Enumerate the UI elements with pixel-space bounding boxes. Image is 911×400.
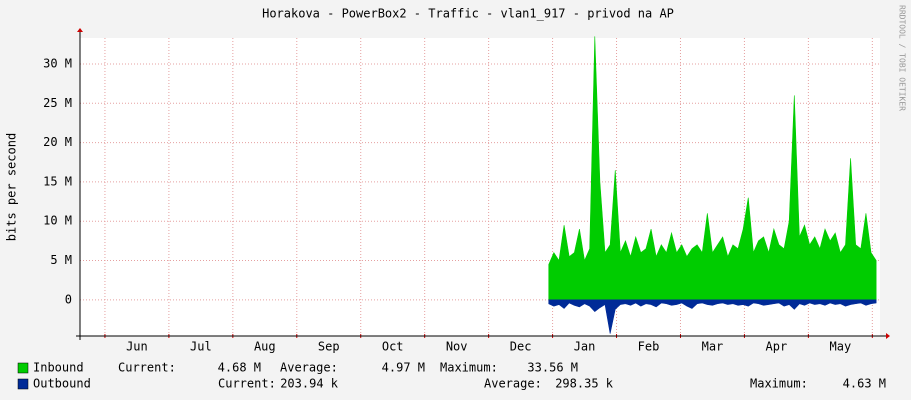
legend-stat: Current:: [118, 361, 176, 375]
x-tick-label: Aug: [254, 340, 276, 354]
y-axis-label: bits per second: [5, 133, 19, 241]
y-tick-label: 0: [65, 292, 72, 306]
x-tick-label: Jul: [190, 340, 212, 354]
x-tick-label: Feb: [638, 340, 660, 354]
area: [548, 36, 877, 301]
x-tick-label: May: [830, 340, 852, 354]
y-tick-label: 25 M: [43, 96, 72, 110]
watermark: RRDTOOL / TOBI OETIKER: [898, 5, 907, 111]
x-tick-label: Mar: [702, 340, 724, 354]
legend-stat: Maximum:: [440, 361, 498, 375]
area: [548, 299, 877, 334]
x-tick-label: Dec: [510, 340, 532, 354]
y-axis-arrow: [77, 28, 83, 32]
x-tick-label: Jun: [126, 340, 148, 354]
y-tick-label: 5 M: [50, 253, 72, 267]
y-tick-label: 15 M: [43, 174, 72, 188]
x-tick-label: Sep: [318, 340, 340, 354]
legend-stat: Average:: [280, 361, 338, 375]
legend-stat: 203.94 k: [280, 377, 339, 391]
x-tick-label: Oct: [382, 340, 404, 354]
legend-label: Outbound: [33, 377, 91, 391]
y-tick-label: 10 M: [43, 214, 72, 228]
legend-stat: 4.97 M: [382, 361, 425, 375]
x-tick-label: Apr: [766, 340, 788, 354]
legend-label: Inbound: [33, 361, 84, 375]
legend-stat: Average:: [484, 377, 542, 391]
legend-swatch: [17, 362, 29, 374]
chart-title: Horakova - PowerBox2 - Traffic - vlan1_9…: [262, 7, 674, 21]
legend-stat: 4.68 M: [218, 361, 261, 375]
y-tick-label: 20 M: [43, 135, 72, 149]
legend-stat: 298.35 k: [555, 377, 614, 391]
legend-stat: 33.56 M: [527, 361, 578, 375]
legend-stat: Current:: [218, 377, 276, 391]
legend-swatch: [17, 378, 29, 390]
x-axis-arrow: [886, 333, 890, 339]
x-tick-label: Jan: [574, 340, 596, 354]
y-tick-label: 30 M: [43, 56, 72, 70]
legend-stat: 4.63 M: [843, 377, 886, 391]
legend-stat: Maximum:: [750, 377, 808, 391]
x-tick-label: Nov: [446, 340, 468, 354]
